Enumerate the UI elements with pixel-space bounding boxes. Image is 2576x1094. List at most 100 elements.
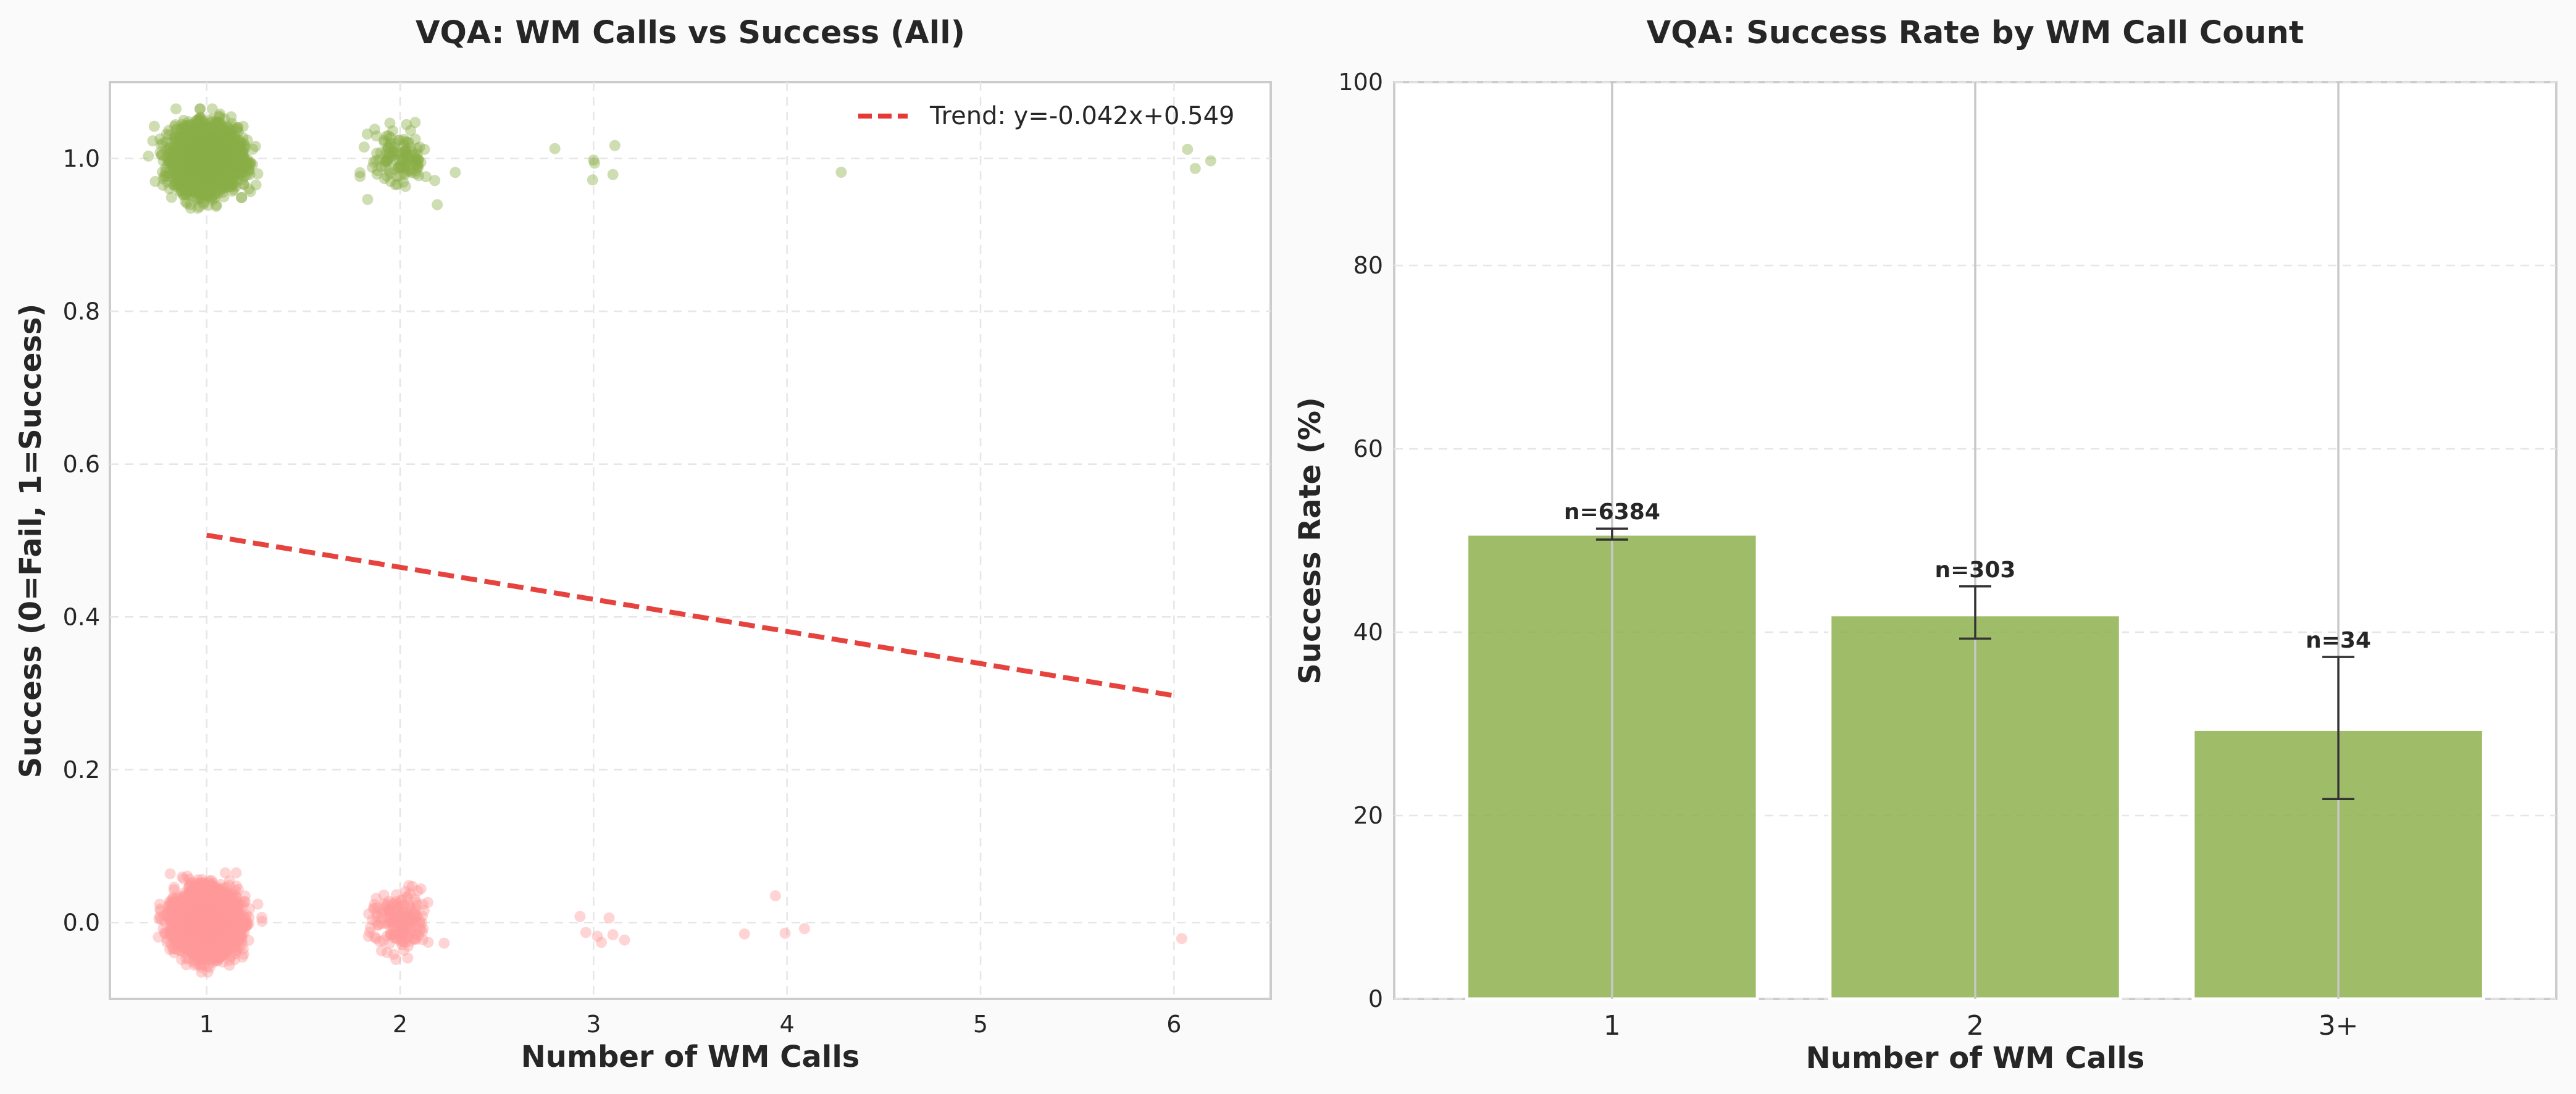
scatter-point — [209, 166, 220, 178]
scatter-point — [201, 160, 213, 172]
scatter-point — [212, 148, 224, 159]
scatter-point — [167, 165, 179, 177]
scatter-point — [189, 141, 201, 152]
scatter-point — [205, 123, 217, 135]
scatter-point — [228, 159, 240, 170]
scatter-point — [201, 152, 212, 164]
scatter-point — [220, 147, 232, 159]
scatter-point — [194, 167, 206, 178]
scatter-point — [203, 143, 215, 155]
scatter-point — [186, 159, 198, 171]
scatter-point — [181, 161, 193, 172]
scatter-point — [214, 150, 225, 162]
scatter-point — [214, 171, 226, 183]
scatter-point — [213, 142, 225, 154]
scatter-point — [188, 162, 200, 173]
scatter-point — [202, 160, 214, 172]
scatter-point — [170, 103, 182, 115]
scatter-point — [211, 159, 223, 171]
scatter-point — [219, 158, 231, 170]
scatter-point — [178, 165, 190, 177]
scatter-point — [212, 146, 224, 158]
scatter-point — [195, 135, 207, 147]
scatter-point — [215, 185, 227, 196]
scatter-point — [174, 147, 186, 159]
scatter-point — [224, 130, 236, 142]
scatter-point — [225, 129, 237, 141]
scatter-point — [191, 163, 203, 175]
scatter-point — [212, 157, 224, 169]
scatter-point — [210, 141, 222, 153]
scatter-point — [185, 185, 196, 197]
scatter-point — [211, 158, 223, 170]
scatter-point — [212, 141, 224, 153]
scatter-point — [210, 135, 222, 147]
scatter-point — [156, 149, 168, 161]
scatter-point — [224, 138, 235, 150]
scatter-point — [227, 148, 238, 160]
scatter-point — [198, 152, 209, 164]
scatter-point — [186, 147, 198, 159]
scatter-point — [216, 164, 228, 176]
scatter-point — [169, 133, 180, 145]
scatter-point — [215, 117, 227, 129]
scatter-point — [223, 129, 235, 141]
scatter-point — [207, 154, 219, 166]
scatter-point — [243, 183, 254, 195]
scatter-point — [244, 157, 256, 169]
scatter-point — [176, 123, 188, 135]
scatter-point — [199, 160, 211, 172]
scatter-point — [1182, 143, 1194, 155]
scatter-point — [215, 161, 227, 173]
scatter-point — [188, 154, 200, 165]
scatter-point — [609, 140, 621, 151]
scatter-point — [189, 157, 201, 169]
scatter-point — [225, 111, 237, 123]
scatter-point — [203, 146, 214, 158]
scatter-point — [233, 140, 245, 152]
scatter-point — [177, 165, 188, 177]
scatter-point — [176, 162, 188, 173]
scatter-point — [218, 156, 230, 168]
scatter-point — [198, 161, 210, 172]
scatter-point — [165, 191, 177, 203]
scatter-point — [189, 144, 201, 156]
scatter-point — [170, 154, 182, 165]
scatter-point — [204, 144, 215, 156]
scatter-point — [215, 136, 227, 148]
scatter-point — [198, 161, 210, 172]
scatter-point — [191, 170, 203, 182]
scatter-point — [221, 165, 233, 177]
scatter-point — [170, 181, 182, 193]
scatter-point — [215, 162, 227, 174]
scatter-point — [200, 118, 212, 130]
scatter-point — [214, 156, 225, 168]
scatter-point — [206, 179, 217, 191]
scatter-point — [201, 167, 213, 179]
scatter-point — [202, 139, 214, 151]
scatter-point — [230, 156, 241, 168]
scatter-point — [198, 137, 209, 149]
scatter-point — [201, 156, 212, 167]
scatter-point — [192, 146, 204, 158]
scatter-point — [174, 133, 185, 145]
scatter-point — [202, 172, 214, 183]
scatter-point — [209, 181, 220, 193]
scatter-point — [206, 167, 218, 178]
scatter-point — [206, 141, 217, 152]
scatter-point — [228, 149, 240, 161]
scatter-point — [1205, 155, 1216, 167]
scatter-point — [220, 157, 232, 169]
scatter-point — [224, 164, 235, 176]
scatter-point — [205, 149, 217, 161]
scatter-point — [201, 170, 212, 182]
scatter-point — [224, 131, 236, 143]
scatter-point — [219, 133, 230, 144]
scatter-point — [247, 143, 259, 155]
scatter-point — [205, 154, 217, 165]
scatter-point — [195, 122, 207, 133]
scatter-point — [193, 160, 204, 172]
scatter-point — [196, 158, 208, 170]
scatter-point — [396, 154, 408, 165]
scatter-point — [204, 151, 216, 163]
